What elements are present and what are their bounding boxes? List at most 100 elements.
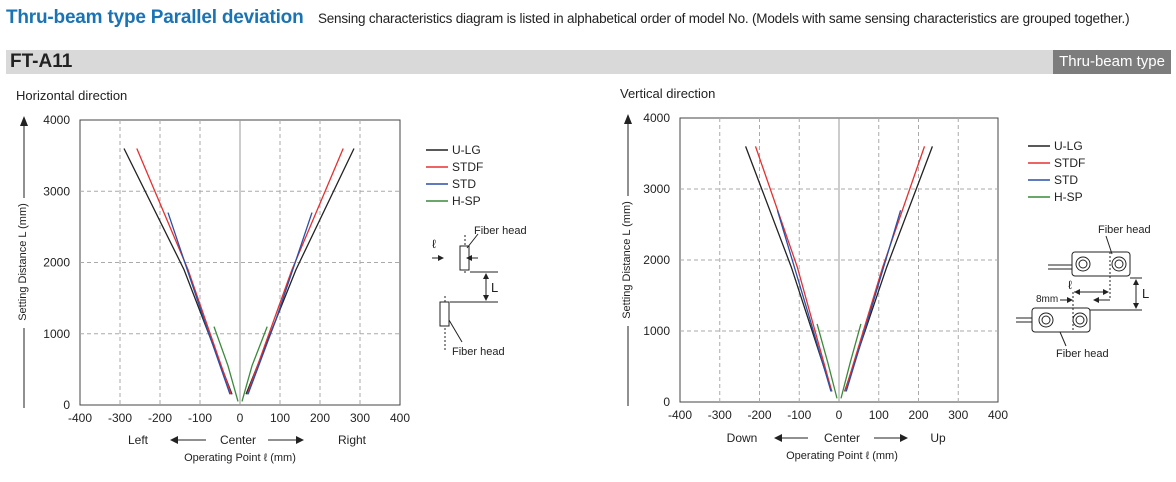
diagram-label-bottom: Fiber head <box>452 346 505 358</box>
x-tick-label: 200 <box>908 408 928 422</box>
diagram-distance-symbol: L <box>491 280 498 295</box>
series-line-std-left <box>776 210 832 392</box>
direction-left-label: Down <box>727 431 758 445</box>
chart-plot-0: -400 -300 -200 -100 0 100 200 300 40001000200030… <box>43 113 483 425</box>
series-line-h-sp-left <box>816 323 838 399</box>
x-tick-label: 400 <box>390 411 410 425</box>
diagram-spacing-arrow <box>1067 297 1073 303</box>
fiber-head-diagram: ℓ L Fiber head Fiber head <box>432 225 527 358</box>
diagram-offset-arrow-right <box>466 255 472 261</box>
x-tick-label: 300 <box>948 408 968 422</box>
x-tick-label: 0 <box>237 411 244 425</box>
diagram-offset-arrow-left <box>438 255 444 261</box>
y-tick-label: 2000 <box>643 253 670 267</box>
diagram-offset-symbol: ℓ <box>1068 278 1072 292</box>
type-badge: Thru-beam type <box>1053 50 1171 74</box>
legend-label-std: STD <box>452 177 476 191</box>
legend-label-u-lg: U-LG <box>452 143 481 157</box>
series-line-std-right <box>845 210 902 392</box>
diagram-distance-arrow-top <box>483 273 489 279</box>
page-header: Thru-beam type Parallel deviation Sensin… <box>6 7 1171 37</box>
series-line-h-sp-right <box>241 326 268 402</box>
x-tick-label: -400 <box>68 411 92 425</box>
diagram-fiber-bottom-lens-2-inner <box>1075 315 1085 325</box>
model-bar: FT-A11 Thru-beam type <box>6 50 1171 74</box>
x-axis-label: Operating Point ℓ (mm) <box>786 450 898 462</box>
series-line-stdf-right <box>246 148 344 395</box>
legend-label-u-lg: U-LG <box>1054 139 1083 153</box>
model-name: FT-A11 <box>10 51 73 72</box>
diagram-leader-top <box>1105 235 1113 255</box>
x-tick-label: -100 <box>188 411 212 425</box>
y-tick-label: 3000 <box>43 184 70 198</box>
legend-label-stdf: STDF <box>1054 156 1085 170</box>
y-tick-label: 2000 <box>43 256 70 270</box>
chart-title: Vertical direction <box>620 86 715 101</box>
series-line-stdf-left <box>754 146 833 392</box>
series-line-h-sp-right <box>840 323 862 399</box>
y-axis-arrowhead <box>20 116 28 126</box>
legend-label-h-sp: H-SP <box>1054 190 1083 204</box>
chart-title: Horizontal direction <box>16 88 127 103</box>
page-title: Thru-beam type Parallel deviation <box>6 7 304 28</box>
diagram-distance-symbol: L <box>1142 286 1149 301</box>
x-tick-label: -200 <box>747 408 771 422</box>
diagram-label-bottom: Fiber head <box>1056 348 1109 360</box>
x-tick-label: 0 <box>836 408 843 422</box>
series-line-std-left <box>167 212 231 395</box>
diagram-label-top: Fiber head <box>474 225 527 237</box>
diagram-spacing-label: 8mm <box>1036 294 1058 305</box>
right-arrowhead <box>296 436 304 444</box>
y-axis-label: Setting Distance L (mm) <box>17 203 29 321</box>
legend: U-LG STDF STD H-SP <box>426 143 483 208</box>
x-tick-label: -100 <box>787 408 811 422</box>
direction-right-label: Right <box>338 433 367 447</box>
y-tick-label: 4000 <box>43 113 70 127</box>
diagram-label-top: Fiber head <box>1098 224 1151 236</box>
chart-horizontal: Horizontal direction Setting Distance L … <box>16 88 527 464</box>
diagram-distance-arrow-top <box>1133 279 1139 285</box>
legend-label-h-sp: H-SP <box>452 194 481 208</box>
x-tick-label: 100 <box>270 411 290 425</box>
chart-plot-1: -400 -300 -200 -100 0 100 200 300 40001000200030… <box>643 111 1085 422</box>
legend-label-std: STD <box>1054 173 1078 187</box>
series-line-stdf-right <box>844 146 926 392</box>
left-arrowhead <box>170 436 178 444</box>
legend-label-stdf: STDF <box>452 160 483 174</box>
page-description: Sensing characteristics diagram is liste… <box>317 11 1130 26</box>
x-tick-label: 100 <box>869 408 889 422</box>
y-axis-arrowhead <box>624 114 632 124</box>
y-tick-label: 0 <box>63 398 70 412</box>
x-tick-label: -400 <box>668 408 692 422</box>
direction-center-label: Center <box>220 433 256 447</box>
x-tick-label: 200 <box>310 411 330 425</box>
diagram-leader-bottom <box>448 319 463 343</box>
diagram-fiber-top-lens-1-inner <box>1078 259 1088 269</box>
diagram-leader-bottom <box>1059 331 1067 347</box>
legend: U-LG STDF STD H-SP <box>1028 139 1085 204</box>
chart-vertical: Vertical direction Setting Distance L (m… <box>620 86 1151 462</box>
y-tick-label: 4000 <box>643 111 670 125</box>
left-arrowhead <box>774 434 782 442</box>
diagram-distance-arrow-bottom <box>1133 303 1139 309</box>
fiber-head-diagram: ℓ 8mm L Fiber head Fiber head <box>1016 224 1151 360</box>
direction-right-label: Up <box>930 431 946 445</box>
x-tick-label: 400 <box>988 408 1008 422</box>
diagram-spacing-arrow-right <box>1093 297 1099 303</box>
diagram-leader-top <box>466 233 479 249</box>
y-tick-label: 1000 <box>43 327 70 341</box>
direction-left-label: Left <box>128 433 149 447</box>
x-tick-label: -300 <box>108 411 132 425</box>
x-tick-label: -200 <box>148 411 172 425</box>
diagram-fiber-bottom-lens-1-inner <box>1041 315 1051 325</box>
series-line-std-right <box>247 212 313 395</box>
diagram-fiber-bottom <box>439 301 450 327</box>
x-tick-label: 300 <box>350 411 370 425</box>
right-arrowhead <box>900 434 908 442</box>
diagram-fiber-top-lens-2-inner <box>1114 259 1124 269</box>
diagram-distance-arrow-bottom <box>483 295 489 301</box>
chart-plots: -400 -300 -200 -100 0 100 200 300 40001000200030… <box>43 111 1085 425</box>
y-tick-label: 3000 <box>643 182 670 196</box>
x-tick-label: -300 <box>708 408 732 422</box>
